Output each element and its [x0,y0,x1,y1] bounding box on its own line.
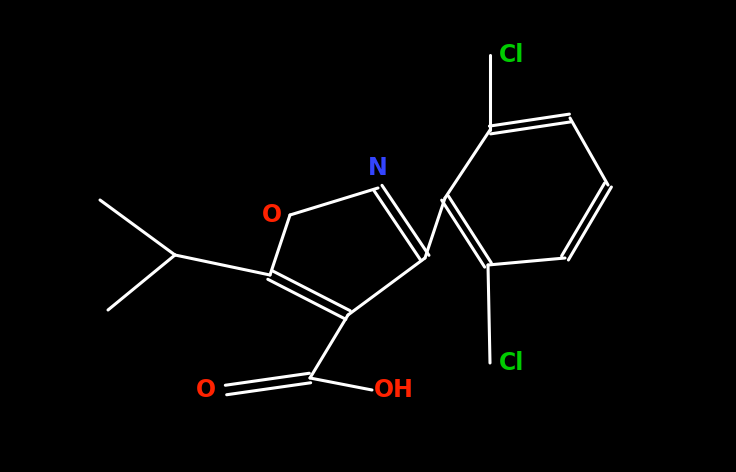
Text: N: N [368,156,388,180]
Text: OH: OH [374,378,414,402]
Text: Cl: Cl [499,43,525,67]
Text: O: O [262,203,282,227]
Text: O: O [196,378,216,402]
Text: Cl: Cl [499,351,525,375]
